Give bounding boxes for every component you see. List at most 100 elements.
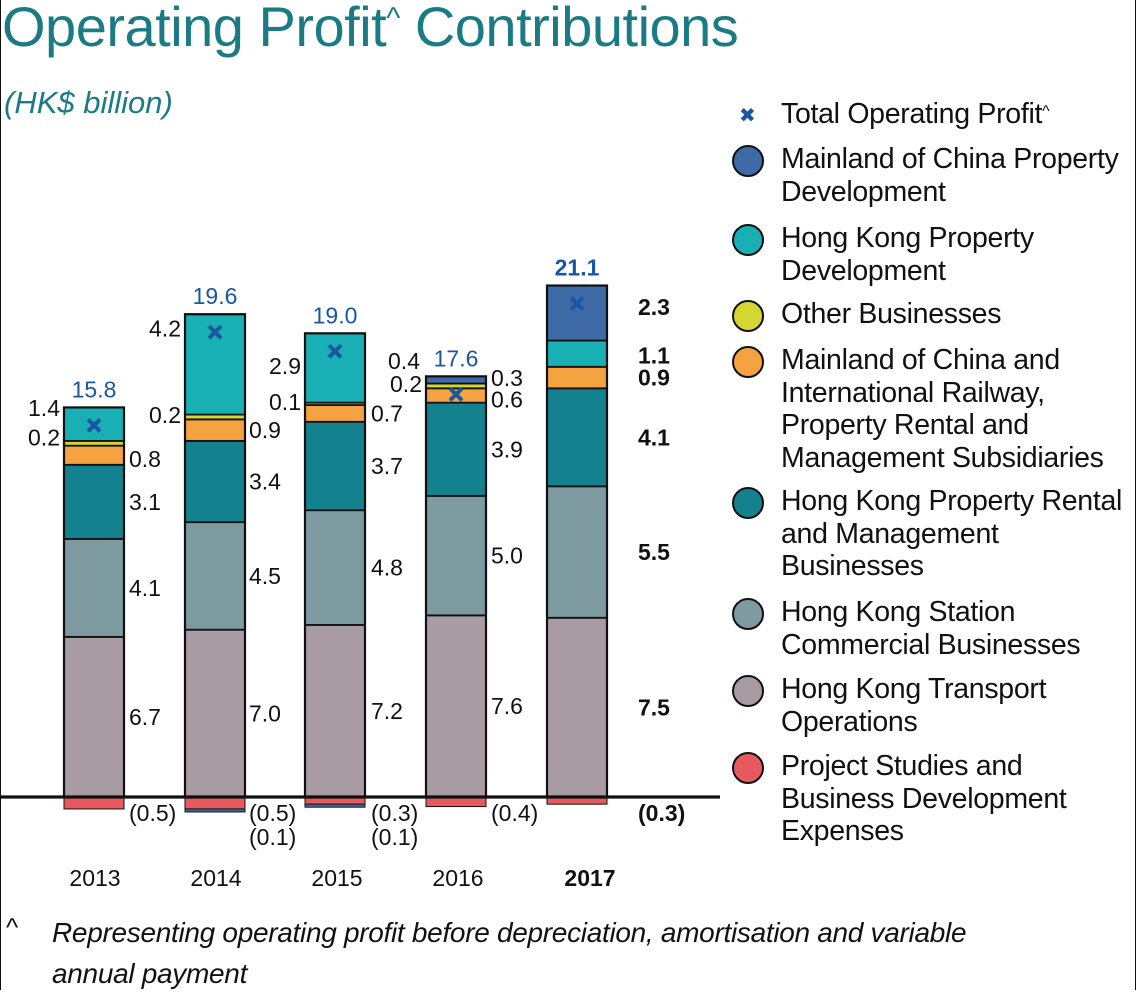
total-cross-marker [448, 386, 464, 402]
negative-bar-segment [304, 803, 366, 808]
bar-segment [546, 387, 608, 488]
legend-swatch-icon [732, 224, 764, 256]
legend-label: Mainland of China and International Rail… [781, 344, 1104, 474]
bar-segment-label: 0.2 [28, 424, 60, 450]
bar-segment [425, 401, 487, 497]
negative-bar-segment [63, 796, 125, 810]
negative-segment-label: (0.5) [249, 800, 296, 826]
legend-label: Hong Kong Property Rental and Management… [781, 485, 1123, 582]
legend-label: Mainland of China Property Development [781, 143, 1119, 208]
bar-segment [304, 624, 366, 798]
negative-segment-label: (0.4) [491, 800, 538, 826]
legend-label: Other Businesses [781, 298, 1002, 330]
category-label: 2014 [190, 865, 241, 891]
bar-segment [425, 614, 487, 798]
bar-segment-label: 4.1 [638, 424, 670, 450]
chart-unit: (HK$ billion) [4, 85, 173, 120]
total-value-label: 17.6 [434, 345, 479, 371]
bar-segment [546, 339, 608, 368]
legend-label: Hong Kong Property Development [781, 222, 1034, 287]
bar-segment [304, 509, 366, 626]
legend-swatch-icon [732, 598, 764, 630]
legend-swatch-icon [732, 487, 764, 519]
bar-segment-label: 0.2 [390, 371, 422, 397]
category-label: 2013 [69, 865, 120, 891]
frame-left-border [0, 0, 1, 990]
negative-segment-label: (0.5) [129, 800, 176, 826]
legend-swatch-icon [732, 675, 764, 707]
legend-swatch-icon [732, 300, 764, 332]
bar-segment-label: 3.4 [249, 469, 281, 495]
bar-segment-label: 0.3 [491, 365, 523, 391]
cross-marker-icon: ✖ [739, 105, 756, 127]
footnote-mark: ^ [6, 912, 19, 942]
bar-segment [63, 635, 125, 798]
bar-segment [184, 418, 246, 442]
legend-label: Project Studies and Business Development… [781, 750, 1067, 847]
negative-segment-label: (0.3) [638, 800, 685, 826]
bar-segment-label: 5.5 [638, 539, 670, 565]
stacked-bar-chart: 6.7 4.1 3.1 0.8 0.2 1.4 (0.5) 15.8 2013 7.0 4.5 3.4… [0, 255, 720, 891]
bar-segment-label: 7.2 [371, 698, 403, 724]
bar-segment-label: 4.1 [129, 575, 161, 601]
negative-segment-label: (0.1) [249, 824, 296, 850]
bar-segment-label: 0.1 [269, 389, 301, 415]
bar-segment [546, 365, 608, 390]
negative-segment-label: (0.3) [371, 800, 418, 826]
bar-segment-label: 4.8 [371, 555, 403, 581]
bar-segment [63, 537, 125, 638]
bar-segment [304, 404, 366, 423]
bar-segment [184, 313, 246, 416]
bar-segment-label: 2.3 [638, 294, 670, 320]
negative-bar-segment [184, 808, 246, 813]
bar-segment [546, 485, 608, 619]
total-value-label: 15.8 [72, 376, 117, 402]
bar-segment-label: 1.1 [638, 343, 670, 369]
bar-segment-label: 3.7 [371, 453, 403, 479]
total-cross-marker [327, 343, 343, 359]
legend-swatch-icon [732, 752, 764, 784]
bar-segment-label: 1.4 [28, 395, 60, 421]
bar-segment-label: 2.9 [269, 353, 301, 379]
bar-segment-label: 7.0 [249, 700, 281, 726]
bar-segment-label: 7.6 [491, 693, 523, 719]
bar-segment-label: 0.9 [249, 417, 281, 443]
bar-segment-label: 7.5 [638, 694, 670, 720]
total-cross-marker [86, 418, 102, 433]
legend-label: Hong Kong Transport Operations [781, 673, 1047, 738]
bar-segment-label: 5.0 [491, 543, 523, 569]
total-cross-marker [207, 324, 223, 340]
footnote: Representing operating profit before dep… [52, 917, 967, 989]
legend-label: Total Operating Profit^ [781, 98, 1050, 130]
bar-segment-label: 3.9 [491, 436, 523, 462]
bar-segment-label: 4.2 [149, 315, 181, 341]
bar-segment [425, 494, 487, 617]
bar-segment [184, 521, 246, 631]
bar-segment-label: 4.5 [249, 563, 281, 589]
category-label: 2017 [564, 865, 615, 891]
total-cross-marker [569, 296, 585, 311]
chart-title: Operating Profit^ Contributions [2, 0, 739, 58]
bar-segment [184, 439, 246, 524]
negative-segment-label: (0.1) [371, 824, 418, 850]
bar-segment-label: 0.4 [388, 348, 420, 374]
bar-segment-label: 3.1 [129, 489, 161, 515]
bar-segment [546, 284, 608, 342]
bar-segment [546, 616, 608, 798]
category-label: 2015 [311, 865, 362, 891]
legend-label: Hong Kong Station Commercial Businesses [781, 596, 1081, 661]
bar-segment-label: 0.2 [149, 402, 181, 428]
negative-bar-segment [184, 796, 246, 810]
category-label: 2016 [432, 865, 483, 891]
bar-segment-label: 0.8 [129, 446, 161, 472]
bar-segment [304, 332, 366, 404]
bar-segment-label: 0.7 [371, 400, 403, 426]
bar-segment [63, 444, 125, 466]
total-value-label: 21.1 [555, 255, 600, 281]
total-value-label: 19.0 [313, 302, 358, 328]
bar-segment-label: 6.7 [129, 704, 161, 730]
bar-segment-label: 0.6 [491, 386, 523, 412]
bar-segment [184, 628, 246, 798]
bar-segment [304, 420, 366, 512]
legend-swatch-icon [732, 346, 764, 378]
